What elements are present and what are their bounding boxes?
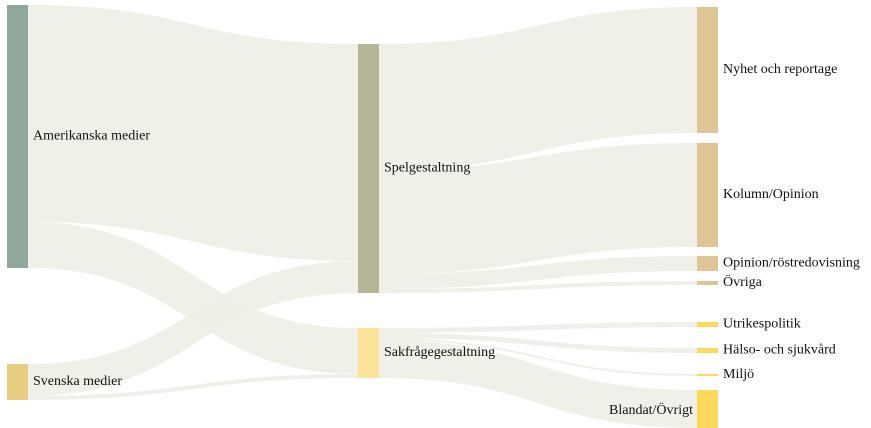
node [7, 364, 28, 400]
link [379, 256, 697, 289]
node [697, 7, 718, 133]
link [379, 281, 697, 293]
link [28, 5, 358, 261]
link [379, 143, 697, 274]
node-label: Blandat/Övrigt [609, 401, 693, 418]
node [697, 256, 718, 271]
link [379, 338, 697, 376]
node [697, 348, 718, 353]
node [7, 5, 28, 268]
node-label: Opinion/röstredovisning [723, 256, 860, 271]
node [358, 44, 379, 293]
node-label: Sakfrågegestaltning [384, 345, 495, 360]
link [379, 333, 697, 353]
link [379, 322, 697, 333]
node-label: Miljö [723, 367, 754, 382]
node [697, 374, 718, 376]
node-label: Kolumn/Opinion [723, 187, 819, 202]
node [697, 143, 718, 247]
node-label: Spelgestaltning [384, 161, 470, 176]
link [28, 374, 358, 400]
node [697, 281, 718, 285]
node-label: Övriga [723, 273, 763, 290]
node-label: Hälso- och sjukvård [723, 343, 836, 358]
link [379, 340, 697, 428]
node-label: Utrikespolitik [723, 317, 801, 332]
link [379, 7, 697, 170]
node-label: Amerikanska medier [33, 129, 150, 144]
link [28, 261, 358, 396]
node-label: Nyhet och reportage [723, 62, 837, 77]
node-label: Svenska medier [33, 374, 122, 389]
node [358, 328, 379, 378]
node [697, 390, 718, 428]
node [697, 322, 718, 327]
link [28, 222, 358, 374]
